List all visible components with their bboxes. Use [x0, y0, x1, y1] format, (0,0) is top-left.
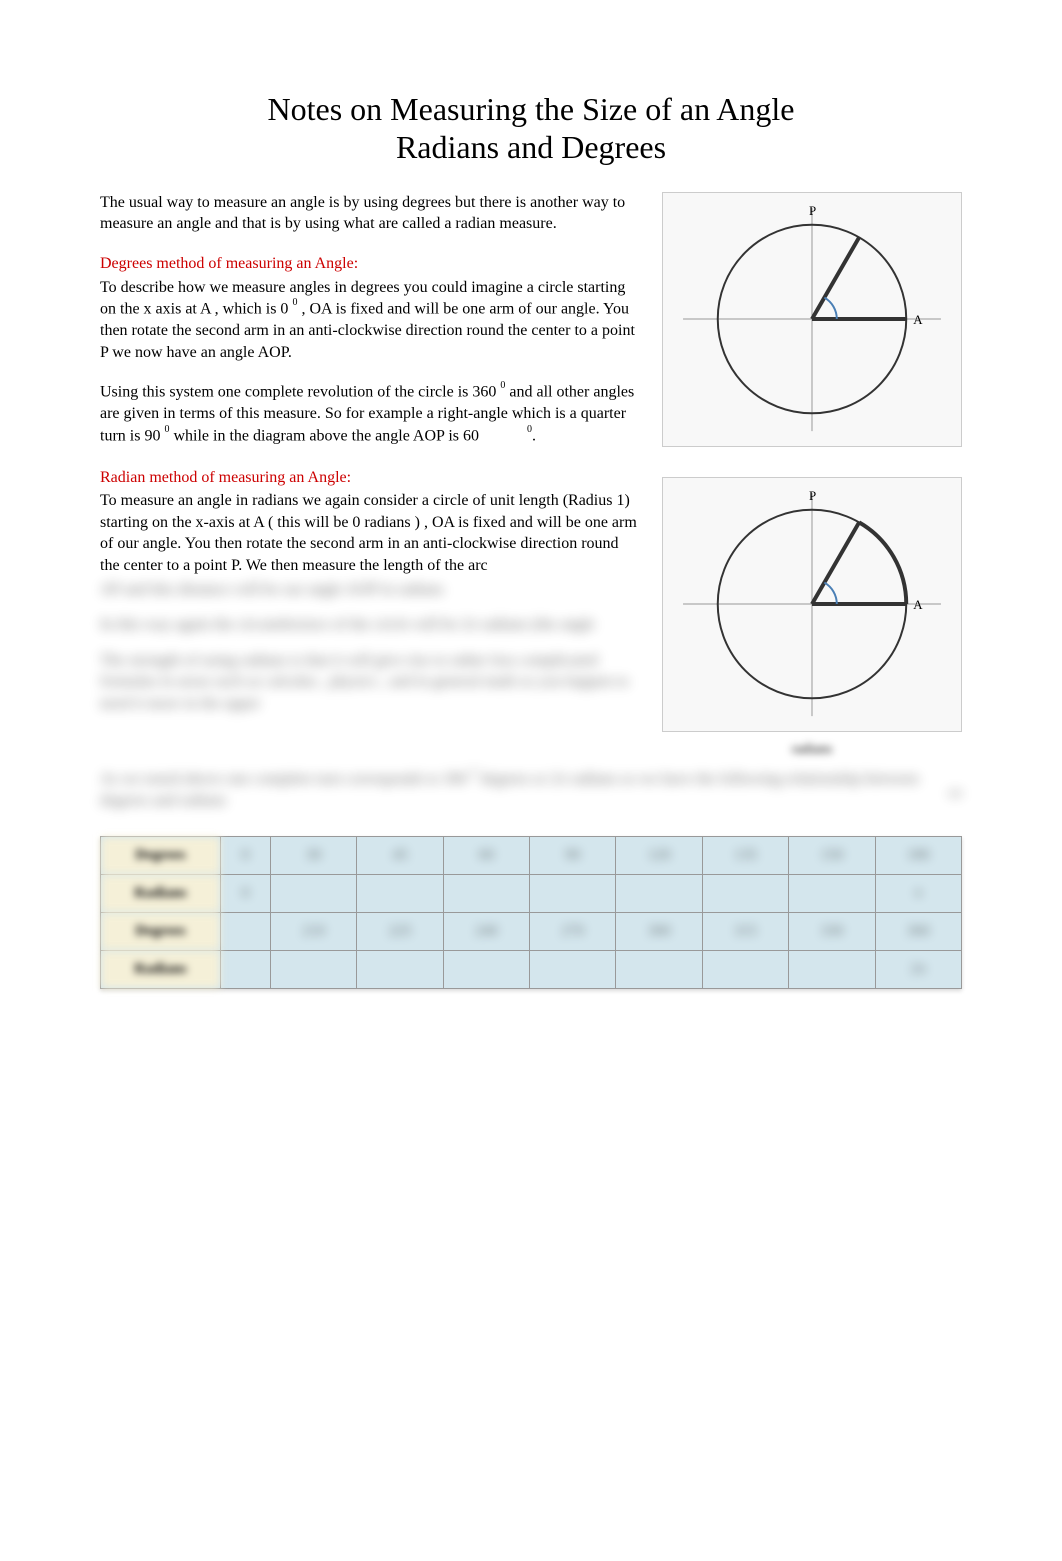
table-cell: 0	[221, 837, 271, 875]
row-label: Degrees	[101, 913, 221, 951]
table-cell	[443, 951, 529, 989]
radian-blurred-1: AP and this distance will be our angle A…	[100, 579, 637, 601]
page-title-block: Notes on Measuring the Size of an Angle …	[100, 90, 962, 167]
text-fragment: Using this system one complete revolutio…	[100, 384, 496, 401]
conversion-table-section: Degrees 0 30 45 60 90 120 135 150 180 Ra…	[100, 836, 962, 989]
table-cell	[702, 875, 788, 913]
text-fragment: while in the diagram above the angle AOP…	[173, 427, 479, 444]
title-line-1: Notes on Measuring the Size of an Angle	[100, 90, 962, 128]
table-row: Degrees 210 225 240 270 300 315 330 360	[101, 913, 962, 951]
label-a: A	[913, 313, 923, 327]
radian-blurred-2: In this way again the circumference of t…	[100, 614, 637, 636]
text-fragment: To measure an angle in radians we again …	[100, 492, 637, 574]
table-cell	[530, 875, 616, 913]
table-cell	[443, 875, 529, 913]
table-cell: 60	[443, 837, 529, 875]
row-label: Radians	[101, 875, 221, 913]
title-line-2: Radians and Degrees	[100, 128, 962, 166]
table-row: Radians 0 π	[101, 875, 962, 913]
row-label: Radians	[101, 951, 221, 989]
degrees-diagram: P A	[662, 192, 962, 447]
table-row: Degrees 0 30 45 60 90 120 135 150 180	[101, 837, 962, 875]
table-cell: 240	[443, 913, 529, 951]
table-cell	[270, 875, 356, 913]
superscript-trail: 180	[947, 788, 962, 802]
table-cell: 135	[702, 837, 788, 875]
row-label: Degrees	[101, 837, 221, 875]
diagram-column: P A P A radians	[662, 192, 962, 758]
table-cell	[702, 951, 788, 989]
table-cell: π	[875, 875, 962, 913]
radian-blurred-4: As we noted above one complete turn corr…	[100, 768, 962, 812]
table-cell: 315	[702, 913, 788, 951]
content-row: The usual way to measure an angle is by …	[100, 192, 962, 758]
table-cell	[357, 951, 443, 989]
superscript-zero: 0	[164, 424, 169, 435]
table-cell: 120	[616, 837, 702, 875]
radian-heading: Radian method of measuring an Angle:	[100, 467, 637, 489]
label-p: P	[809, 489, 816, 503]
table-cell: 330	[789, 913, 875, 951]
superscript-zero: 0	[292, 297, 297, 308]
table-cell	[270, 951, 356, 989]
radian-diagram: P A	[662, 477, 962, 732]
radian-para-1: To measure an angle in radians we again …	[100, 490, 637, 576]
superscript-zero: 0	[500, 380, 505, 391]
text-column: The usual way to measure an angle is by …	[100, 192, 637, 729]
radian-blurred-3: The strength of using radians is that it…	[100, 650, 637, 715]
table-cell: 210	[270, 913, 356, 951]
text-fragment: The strength of using radians is that it…	[100, 652, 629, 712]
label-p: P	[809, 204, 816, 218]
table-cell	[789, 951, 875, 989]
table-cell: 2π	[875, 951, 962, 989]
table-cell: 90	[530, 837, 616, 875]
table-cell: 225	[357, 913, 443, 951]
table-row: Radians 2π	[101, 951, 962, 989]
text-fragment: .	[532, 427, 536, 444]
table-cell	[221, 951, 271, 989]
intro-paragraph: The usual way to measure an angle is by …	[100, 192, 637, 235]
table-cell: 360	[875, 913, 962, 951]
table-cell: 45	[357, 837, 443, 875]
superscript-zero: 0	[527, 424, 532, 435]
table-cell: 150	[789, 837, 875, 875]
table-cell	[221, 913, 271, 951]
angle-diagram-svg-2: P A	[663, 478, 961, 731]
angle-diagram-svg: P A	[663, 193, 961, 446]
degrees-para-2: Using this system one complete revolutio…	[100, 381, 637, 446]
degrees-para-1: To describe how we measure angles in deg…	[100, 277, 637, 364]
table-cell	[616, 875, 702, 913]
table-cell: 180	[875, 837, 962, 875]
degrees-heading: Degrees method of measuring an Angle:	[100, 253, 637, 275]
text-fragment: As we noted above one complete turn corr…	[100, 770, 467, 787]
label-a: A	[913, 598, 923, 612]
table-cell	[616, 951, 702, 989]
diagram-2-caption: radians	[662, 742, 962, 758]
table-cell: 300	[616, 913, 702, 951]
table-cell: 270	[530, 913, 616, 951]
table-cell	[789, 875, 875, 913]
table-cell: 30	[270, 837, 356, 875]
conversion-table: Degrees 0 30 45 60 90 120 135 150 180 Ra…	[100, 836, 962, 989]
superscript: 0	[471, 767, 476, 778]
table-cell	[357, 875, 443, 913]
table-cell: 0	[221, 875, 271, 913]
table-cell	[530, 951, 616, 989]
